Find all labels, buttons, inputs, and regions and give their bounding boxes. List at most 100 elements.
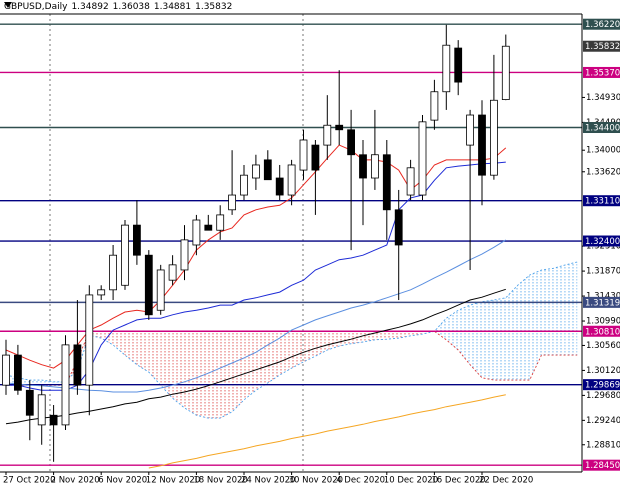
candle-body bbox=[275, 177, 284, 196]
x-tick-label: 2 Nov 2020 bbox=[51, 476, 100, 486]
cloud-segment bbox=[374, 331, 387, 340]
price-label-box bbox=[583, 296, 620, 308]
y-tick-label: 1.28810 bbox=[586, 440, 620, 450]
candle-body bbox=[109, 254, 117, 291]
x-tick-label: 18 Nov 2020 bbox=[193, 476, 247, 486]
price-label-box bbox=[583, 459, 620, 471]
price-label: 1.36220 bbox=[585, 20, 620, 30]
cloud-segment bbox=[303, 331, 316, 362]
y-tick-label: 1.34930 bbox=[586, 93, 620, 103]
x-tick-label: 22 Dec 2020 bbox=[479, 476, 533, 486]
candle-body bbox=[97, 289, 106, 296]
candle-body bbox=[454, 47, 463, 83]
cloud-segment bbox=[470, 301, 482, 378]
price-label: 1.34400 bbox=[585, 124, 620, 134]
candle-body bbox=[228, 194, 237, 211]
candle-body bbox=[382, 154, 391, 211]
header-low: 1.34881 bbox=[153, 2, 192, 12]
x-tick-label: 4 Dec 2020 bbox=[336, 476, 385, 486]
y-tick-label: 1.30120 bbox=[586, 366, 620, 376]
price-label: 1.31319 bbox=[585, 298, 620, 308]
candle-body bbox=[216, 214, 225, 231]
candle-body bbox=[168, 264, 177, 281]
y-tick-label: 1.30990 bbox=[586, 317, 620, 327]
cloud-segment bbox=[208, 331, 221, 419]
cloud-segment bbox=[113, 331, 125, 356]
candle-body bbox=[121, 224, 129, 286]
cloud-segment bbox=[29, 380, 42, 386]
price-label-box bbox=[583, 66, 620, 78]
candle-layer bbox=[2, 24, 510, 462]
candle-body bbox=[37, 394, 46, 426]
cloud-segment bbox=[541, 268, 554, 356]
price-label-box bbox=[583, 195, 620, 207]
price-label: 1.30810 bbox=[585, 327, 620, 337]
candle-body bbox=[49, 414, 58, 426]
cloud-segment bbox=[255, 331, 268, 391]
price-label: 1.35832 bbox=[585, 42, 620, 52]
cloud-segment bbox=[446, 310, 459, 350]
price-label: 1.33110 bbox=[585, 197, 620, 207]
cloud-segment bbox=[422, 331, 435, 335]
candle-body bbox=[144, 254, 153, 316]
header-high: 1.36038 bbox=[112, 2, 150, 12]
candle-body bbox=[442, 44, 451, 93]
cloud-segment bbox=[553, 264, 566, 356]
candle-body bbox=[73, 344, 82, 386]
price-label-box bbox=[583, 325, 620, 337]
y-tick-label: 1.32310 bbox=[586, 242, 620, 252]
cloud-segment bbox=[184, 331, 197, 416]
price-label-box bbox=[583, 235, 620, 247]
candle-body bbox=[156, 269, 165, 311]
candle-body bbox=[323, 124, 332, 146]
candle-body bbox=[501, 45, 510, 100]
cloud-segment bbox=[482, 300, 494, 381]
cloud-segment bbox=[339, 331, 352, 347]
cloud-segment bbox=[529, 269, 542, 381]
price-label: 1.35370 bbox=[585, 68, 620, 78]
candle-body bbox=[430, 91, 439, 121]
x-tick-label: 12 Nov 2020 bbox=[146, 476, 200, 486]
axis-layer: 1.349301.344901.340001.336201.323101.318… bbox=[3, 18, 620, 486]
cloud-segment bbox=[386, 331, 399, 340]
y-tick-label: 1.31430 bbox=[586, 292, 620, 302]
candle-body bbox=[2, 354, 10, 386]
cloud-segment bbox=[517, 275, 530, 381]
cloud-segment bbox=[279, 331, 292, 375]
y-tick-label: 1.31870 bbox=[586, 267, 620, 277]
candle-body bbox=[13, 354, 22, 391]
candle-body bbox=[478, 114, 486, 176]
candle-body bbox=[466, 114, 475, 146]
cloud-segment bbox=[172, 331, 185, 408]
candle-body bbox=[406, 167, 415, 196]
candle-body bbox=[335, 124, 344, 131]
x-tick-label: 16 Dec 2020 bbox=[431, 476, 485, 486]
cloud-segment bbox=[434, 318, 447, 340]
price-label-box bbox=[583, 379, 620, 391]
candle-body bbox=[311, 144, 320, 171]
cloud-segment bbox=[327, 331, 340, 350]
x-tick-label: 10 Dec 2020 bbox=[384, 476, 438, 486]
x-tick-label: 24 Nov 2020 bbox=[241, 476, 295, 486]
cloud-segment bbox=[148, 331, 161, 386]
chart-header: GBPUSD,Daily 1.34892 1.36038 1.34881 1.3… bbox=[4, 2, 232, 12]
price-label-box bbox=[583, 18, 620, 30]
cloud-segment bbox=[458, 305, 471, 365]
candle-body bbox=[240, 174, 248, 196]
header-close: 1.35832 bbox=[195, 2, 233, 12]
cloud-segment bbox=[505, 285, 518, 381]
header-open: 1.34892 bbox=[71, 2, 109, 12]
price-label: 1.29869 bbox=[585, 381, 620, 391]
candle-body bbox=[418, 121, 427, 196]
cloud-segment bbox=[160, 331, 173, 399]
candle-body bbox=[251, 164, 260, 179]
cloud-segment bbox=[493, 297, 506, 381]
symbol: GBPUSD,Daily bbox=[4, 2, 68, 12]
candle-body bbox=[25, 389, 34, 416]
cloud-span-line bbox=[5, 261, 578, 419]
cloud-segment bbox=[41, 380, 54, 386]
candle-body bbox=[299, 139, 308, 171]
cloud-segment bbox=[125, 331, 137, 365]
cloud-segment bbox=[267, 331, 280, 383]
